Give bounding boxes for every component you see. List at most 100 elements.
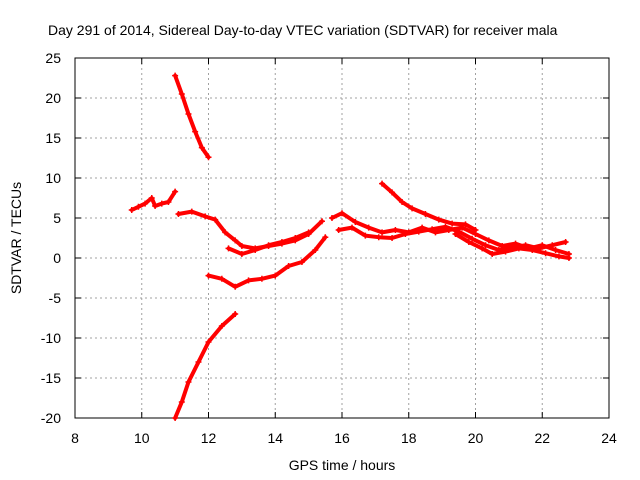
- data-point: [278, 239, 285, 245]
- grid: [75, 58, 609, 418]
- data-point: [232, 283, 239, 290]
- series-line: [176, 209, 324, 251]
- data-point: [175, 211, 182, 217]
- data-point: [272, 272, 279, 279]
- data-point: [202, 213, 209, 220]
- y-tick-label: -15: [41, 370, 61, 386]
- data-point: [415, 228, 422, 235]
- data-point: [292, 235, 299, 241]
- data-point: [128, 207, 135, 213]
- data-point: [225, 245, 232, 252]
- data-point: [232, 311, 239, 317]
- data-point: [339, 210, 345, 217]
- data-point: [322, 234, 329, 241]
- y-tick-label: 10: [45, 170, 61, 186]
- data-point: [218, 275, 225, 282]
- data-point: [222, 229, 229, 236]
- data-point: [435, 216, 442, 223]
- x-tick-label: 12: [201, 430, 217, 446]
- data-point: [452, 231, 459, 237]
- data-point: [232, 237, 239, 244]
- data-point: [298, 259, 305, 265]
- data-point: [402, 231, 409, 237]
- data-point: [379, 180, 386, 187]
- data-point: [482, 242, 489, 249]
- y-tick-label: -5: [49, 290, 62, 306]
- data-point: [352, 219, 359, 225]
- data-point: [185, 111, 192, 117]
- data-point: [515, 245, 522, 252]
- y-tick-label: -20: [41, 410, 61, 426]
- data-point: [245, 277, 252, 284]
- x-tick-label: 24: [601, 430, 617, 446]
- data-point: [485, 237, 492, 244]
- y-tick-label: 15: [45, 130, 61, 146]
- data-point: [178, 399, 185, 405]
- data-point: [362, 232, 369, 239]
- data-point: [389, 189, 396, 196]
- data-point: [469, 235, 476, 242]
- axis-ticks: 8 10 12 14 16 18 20 22 24 -20 -15 -10 -5 0 5 10 15 20 25: [41, 50, 617, 446]
- series-lower-branch: [205, 234, 329, 290]
- data-point: [489, 251, 496, 257]
- data-point: [549, 242, 556, 249]
- data-point: [212, 216, 219, 223]
- series-main-track-b: [225, 229, 312, 257]
- data-point: [265, 242, 272, 249]
- data-point: [172, 188, 179, 195]
- y-tick-label: 25: [45, 50, 61, 66]
- data-point: [192, 128, 199, 135]
- series-line: [453, 232, 571, 260]
- y-tick-label: 5: [53, 210, 61, 226]
- data-point: [409, 205, 416, 212]
- data-point: [252, 247, 259, 253]
- data-point: [399, 199, 406, 205]
- series-falling-arc: [172, 311, 239, 421]
- data-point: [148, 195, 155, 201]
- data-point: [158, 200, 165, 207]
- data-point: [465, 239, 472, 245]
- data-point: [472, 227, 479, 233]
- data-point: [562, 239, 569, 245]
- data-point: [198, 144, 205, 151]
- data-point: [178, 91, 185, 97]
- data-point: [552, 247, 559, 253]
- data-point: [449, 220, 456, 227]
- data-point: [565, 255, 572, 261]
- data-point: [392, 227, 399, 233]
- data-point: [135, 203, 142, 210]
- data-point: [205, 339, 212, 345]
- y-tick-label: 0: [53, 250, 61, 266]
- data-point: [172, 415, 179, 421]
- chart-title: Day 291 of 2014, Sidereal Day-to-day VTE…: [48, 22, 558, 38]
- x-tick-label: 22: [534, 430, 550, 446]
- data-point: [238, 251, 245, 257]
- y-tick-label: -10: [41, 330, 61, 346]
- data-point: [422, 211, 429, 217]
- data-point: [195, 359, 202, 365]
- data-point: [218, 323, 225, 329]
- series-line: [380, 181, 478, 232]
- data-point: [502, 248, 509, 255]
- y-axis-label: SDTVAR / TECUs: [8, 182, 24, 294]
- data-point: [379, 229, 386, 236]
- data-point: [142, 200, 149, 207]
- data-point: [318, 218, 325, 225]
- data-point: [389, 235, 396, 241]
- x-axis-label: GPS time / hours: [289, 457, 396, 473]
- series-line: [173, 73, 211, 160]
- data-point: [429, 226, 436, 233]
- data-point: [188, 208, 195, 215]
- y-tick-label: 20: [45, 90, 61, 106]
- data-point: [455, 228, 462, 235]
- data-point: [335, 227, 342, 233]
- data-point: [312, 247, 319, 253]
- data-point: [285, 263, 292, 269]
- data-point: [205, 154, 212, 161]
- data-point: [555, 253, 562, 260]
- data-point: [152, 203, 159, 209]
- data-point: [349, 224, 356, 231]
- data-point: [172, 72, 179, 79]
- x-tick-label: 16: [334, 430, 350, 446]
- data-point: [305, 229, 312, 236]
